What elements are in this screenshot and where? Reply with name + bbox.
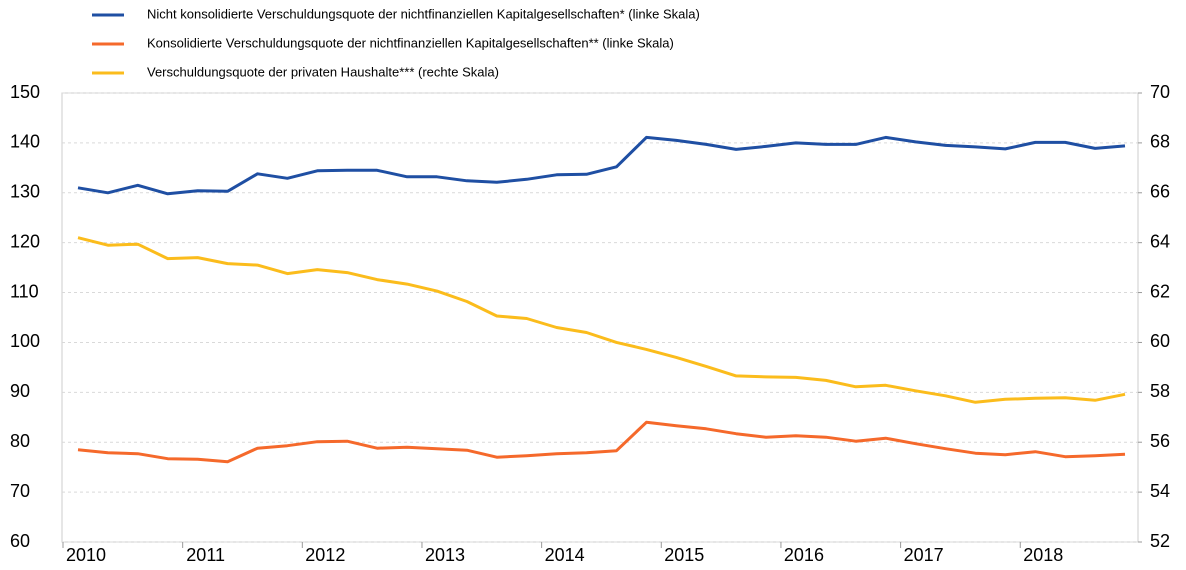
y2-tick-label: 64 (1150, 231, 1170, 251)
y-tick-label: 120 (10, 231, 40, 251)
y-tick-label: 130 (10, 182, 40, 202)
y2-tick-label: 60 (1150, 331, 1170, 351)
y2-tick-label: 70 (1150, 82, 1170, 102)
y2-tick-label: 52 (1150, 531, 1170, 551)
x-tick-label: 2010 (66, 545, 106, 565)
y-tick-label: 110 (10, 281, 39, 301)
y2-tick-label: 58 (1150, 381, 1170, 401)
y2-tick-label: 66 (1150, 182, 1170, 202)
x-tick-label: 2012 (305, 545, 345, 565)
series-line (77, 135, 1126, 196)
legend-label: Verschuldungsquote der privaten Haushalt… (147, 64, 499, 79)
x-tick-label: 2015 (664, 545, 704, 565)
series-line (77, 420, 1126, 464)
y2-tick-label: 68 (1150, 132, 1170, 152)
x-tick-label: 2011 (186, 545, 225, 565)
x-tick-label: 2016 (784, 545, 824, 565)
y-tick-label: 90 (10, 381, 30, 401)
x-tick-label: 2018 (1023, 545, 1063, 565)
y-tick-label: 80 (10, 431, 30, 451)
y-tick-label: 60 (10, 531, 30, 551)
legend-label: Konsolidierte Verschuldungsquote der nic… (147, 35, 674, 50)
y-tick-label: 150 (10, 82, 40, 102)
y2-tick-label: 62 (1150, 281, 1170, 301)
y2-tick-label: 56 (1150, 431, 1170, 451)
x-tick-label: 2017 (904, 545, 944, 565)
legend-label: Nicht konsolidierte Verschuldungsquote d… (147, 6, 700, 21)
plot-area (61, 92, 1139, 543)
x-tick-label: 2014 (545, 545, 585, 565)
x-tick-label: 2013 (425, 545, 465, 565)
y-tick-label: 140 (10, 132, 40, 152)
series-line (77, 236, 1126, 404)
y-tick-label: 70 (10, 481, 30, 501)
y2-tick-label: 54 (1150, 481, 1170, 501)
y-tick-label: 100 (10, 331, 40, 351)
